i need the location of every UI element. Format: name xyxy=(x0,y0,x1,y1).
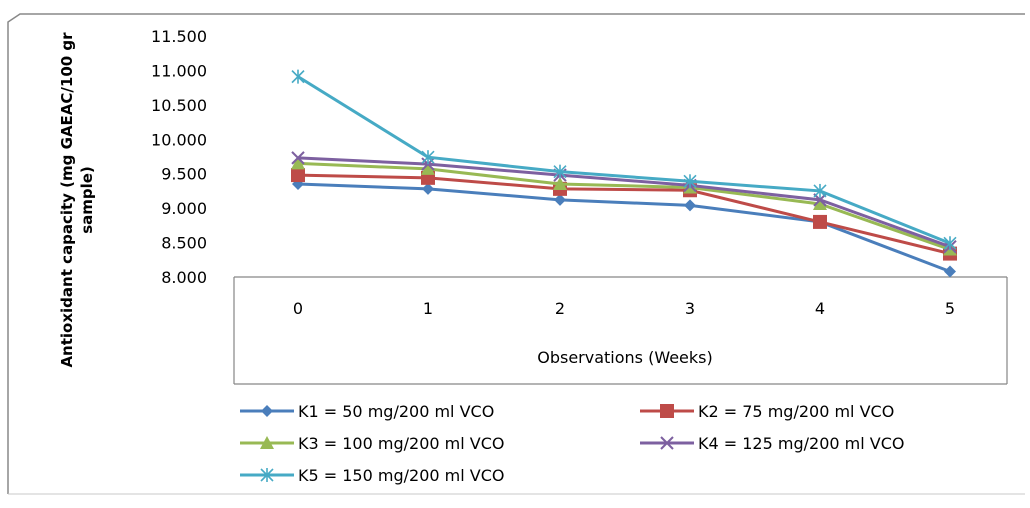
data-point xyxy=(554,193,566,206)
legend-item: K5 = 150 mg/200 ml VCO xyxy=(240,466,504,485)
series-line xyxy=(297,156,951,249)
legend-label: K3 = 100 mg/200 ml VCO xyxy=(298,434,504,453)
x-tick-label: 1 xyxy=(423,299,433,318)
data-point xyxy=(291,69,305,84)
y-axis-title: Antioxidant capacity (mg GAEAC/100 gr sa… xyxy=(58,32,96,368)
y-tick-label: 8.000 xyxy=(161,268,207,287)
legend-marker xyxy=(261,405,273,417)
legend-marker xyxy=(660,404,674,418)
data-point xyxy=(813,214,827,229)
x-tick-label: 2 xyxy=(555,299,565,318)
y-tick-labels: 11.500 11.000 10.500 10.000 9.500 9.000 8.500 8… xyxy=(151,27,207,287)
data-point xyxy=(291,156,305,170)
legend-item: K4 = 125 mg/200 ml VCO xyxy=(640,434,904,453)
x-tick-label: 3 xyxy=(685,299,695,318)
data-point xyxy=(422,182,434,195)
data-point xyxy=(684,199,696,212)
series-5 xyxy=(291,69,957,251)
data-point xyxy=(683,174,697,189)
x-tick-label: 0 xyxy=(293,299,303,318)
data-point xyxy=(553,177,567,191)
legend-marker xyxy=(260,436,274,449)
legend-item: K2 = 75 mg/200 ml VCO xyxy=(640,402,894,421)
data-point xyxy=(291,168,305,183)
series-line xyxy=(297,161,951,251)
y-tick-label: 9.500 xyxy=(161,165,207,184)
x-tick-labels: 0 1 2 3 4 5 xyxy=(293,299,955,318)
series-line xyxy=(297,75,951,245)
data-point xyxy=(421,150,435,165)
chart-outer-border xyxy=(7,13,1025,494)
series-1 xyxy=(292,178,956,278)
y-axis-title-line1: Antioxidant capacity (mg GAEAC/100 gr xyxy=(58,32,76,368)
legend-marker xyxy=(660,436,674,450)
series-layer xyxy=(291,69,957,278)
legend-label: K5 = 150 mg/200 ml VCO xyxy=(298,466,504,485)
data-point xyxy=(813,183,827,198)
y-tick-label: 11.000 xyxy=(151,61,207,80)
legend: K1 = 50 mg/200 ml VCO K2 = 75 mg/200 ml V… xyxy=(240,402,904,485)
x-tick-label: 4 xyxy=(815,299,825,318)
data-point xyxy=(943,236,957,251)
series-line xyxy=(297,173,951,256)
x-axis-title: Observations (Weeks) xyxy=(537,348,713,367)
y-axis-title-line2: sample) xyxy=(78,166,96,234)
data-point xyxy=(553,164,567,179)
legend-label: K4 = 125 mg/200 ml VCO xyxy=(698,434,904,453)
legend-label: K2 = 75 mg/200 ml VCO xyxy=(698,402,894,421)
y-tick-label: 11.500 xyxy=(151,27,207,46)
legend-item: K3 = 100 mg/200 ml VCO xyxy=(240,434,504,453)
legend-label: K1 = 50 mg/200 ml VCO xyxy=(298,402,494,421)
data-point xyxy=(944,265,956,278)
legend-item: K1 = 50 mg/200 ml VCO xyxy=(240,402,494,421)
legend-marker xyxy=(260,468,274,482)
y-tick-label: 10.000 xyxy=(151,130,207,149)
y-tick-label: 9.000 xyxy=(161,199,207,218)
data-point xyxy=(291,151,305,165)
y-tick-label: 8.500 xyxy=(161,234,207,253)
x-tick-label: 5 xyxy=(945,299,955,318)
data-point xyxy=(813,197,827,211)
y-tick-label: 10.500 xyxy=(151,96,207,115)
data-point xyxy=(421,161,435,175)
series-line xyxy=(297,182,951,273)
